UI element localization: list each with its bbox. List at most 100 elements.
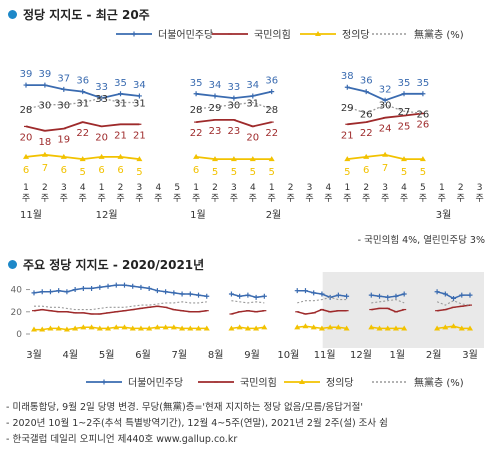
- data-label-justice: 7: [382, 163, 388, 174]
- data-point-justice: [195, 325, 202, 331]
- series-line-nonpartisan: [297, 296, 347, 304]
- data-point-democratic: [80, 285, 86, 291]
- legend-label-justice: 정의당: [342, 29, 370, 41]
- data-point-justice: [179, 325, 186, 331]
- data-label-democratic: 38: [341, 71, 354, 82]
- data-point-justice: [47, 325, 54, 331]
- data-point-justice: [79, 156, 86, 162]
- data-label-democratic: 33: [228, 82, 241, 93]
- data-label-ppp: 25: [398, 122, 411, 133]
- data-label-ppp: 22: [360, 128, 373, 139]
- data-point-democratic: [294, 288, 300, 294]
- series-line-nonpartisan: [231, 300, 265, 304]
- month-label: 8월: [208, 349, 224, 361]
- legend-marker-justice: [315, 31, 321, 36]
- series-line-democratic: [33, 284, 207, 297]
- data-point-democratic: [39, 289, 45, 295]
- data-point-justice: [105, 325, 112, 331]
- data-point-justice: [344, 156, 351, 162]
- data-point-justice: [117, 153, 124, 159]
- top-chart-heading: 정당 지지도 - 최근 20주: [8, 6, 150, 23]
- data-point-democratic: [23, 82, 29, 88]
- data-label-democratic: 33: [95, 82, 108, 93]
- data-point-democratic: [363, 89, 369, 95]
- legend-marker-democratic: [101, 379, 107, 385]
- data-label-ppp: 19: [57, 135, 70, 146]
- data-point-justice: [384, 325, 391, 331]
- data-point-justice: [60, 153, 67, 159]
- data-point-democratic: [420, 91, 426, 97]
- series-line-ppp: [33, 305, 207, 315]
- data-label-democratic: 34: [246, 80, 259, 91]
- data-label-justice: 5: [344, 167, 350, 178]
- data-point-democratic: [196, 292, 202, 298]
- data-point-justice: [63, 326, 70, 332]
- data-label-ppp: 21: [114, 130, 127, 141]
- top-chart: 더불어민주당 국민의힘 정의당 無黨층 (%) 39 39 37 36 33 35 34 35 34 33…: [20, 28, 484, 221]
- data-label-democratic: 36: [360, 76, 373, 87]
- data-point-justice: [113, 324, 120, 330]
- data-label-nonpartisan: 31: [133, 98, 146, 109]
- month-label: 12월: [350, 349, 372, 361]
- data-label-nonpartisan: 29: [209, 103, 222, 114]
- data-point-justice: [72, 325, 79, 331]
- month-label: 1월: [390, 349, 406, 361]
- data-point-democratic: [302, 288, 308, 294]
- data-point-justice: [212, 156, 218, 162]
- data-label-ppp: 18: [39, 137, 52, 148]
- data-point-democratic: [179, 291, 185, 297]
- month-label: 5월: [99, 349, 115, 361]
- data-point-democratic: [56, 288, 62, 294]
- data-point-democratic: [47, 289, 53, 295]
- data-point-justice: [146, 325, 153, 331]
- data-point-democratic: [311, 290, 317, 296]
- y-tick-label: 0: [16, 330, 22, 340]
- legend-label-ppp: 국민의힘: [240, 377, 277, 389]
- data-point-justice: [244, 325, 251, 331]
- footnote-2: - 2020년 10월 1~2주(추석 특별방역기간), 12월 4~5주(연말…: [6, 418, 388, 429]
- data-point-democratic: [344, 84, 350, 90]
- top-chart-side-note: - 국민의힘 4%, 열린민주당 3%: [357, 235, 485, 246]
- data-label-nonpartisan: 28: [20, 105, 33, 116]
- data-label-justice: 5: [269, 167, 275, 178]
- data-label-nonpartisan: 28: [265, 105, 278, 116]
- data-point-justice: [88, 324, 95, 330]
- data-label-nonpartisan: 31: [114, 98, 127, 109]
- series-line-nonpartisan: [436, 300, 471, 306]
- data-point-justice: [55, 325, 62, 331]
- data-point-justice: [392, 325, 399, 331]
- data-label-democratic: 35: [398, 78, 411, 89]
- data-point-democratic: [171, 290, 177, 296]
- legend-marker-democratic: [131, 31, 137, 37]
- month-label: 3월: [26, 349, 42, 361]
- data-label-justice: 5: [420, 167, 426, 178]
- data-label-ppp: 22: [190, 128, 203, 139]
- month-label: 2월: [266, 209, 282, 221]
- series-line-nonpartisan: [25, 97, 140, 110]
- data-point-justice: [136, 156, 143, 162]
- data-point-justice: [376, 325, 383, 331]
- data-point-democratic: [237, 293, 243, 299]
- data-point-justice: [23, 153, 29, 159]
- data-point-justice: [228, 325, 235, 331]
- data-label-democratic: 39: [39, 69, 52, 80]
- data-point-democratic: [42, 82, 48, 88]
- data-label-democratic: 32: [379, 84, 392, 95]
- bottom-chart-title: 주요 정당 지지도 - 2020/2021년: [23, 258, 205, 272]
- data-point-justice: [310, 324, 317, 330]
- data-label-nonpartisan: 31: [76, 98, 89, 109]
- data-label-nonpartisan: 29: [341, 103, 354, 114]
- footnotes: - 미래통합당, 9월 2일 당명 변경. 무당(無黨)층='현재 지지하는 정…: [6, 400, 388, 448]
- footnote-1: - 미래통합당, 9월 2일 당명 변경. 무당(無黨)층='현재 지지하는 정…: [6, 402, 363, 413]
- data-label-democratic: 35: [417, 78, 430, 89]
- data-point-justice: [236, 324, 243, 330]
- data-label-nonpartisan: 26: [360, 109, 373, 120]
